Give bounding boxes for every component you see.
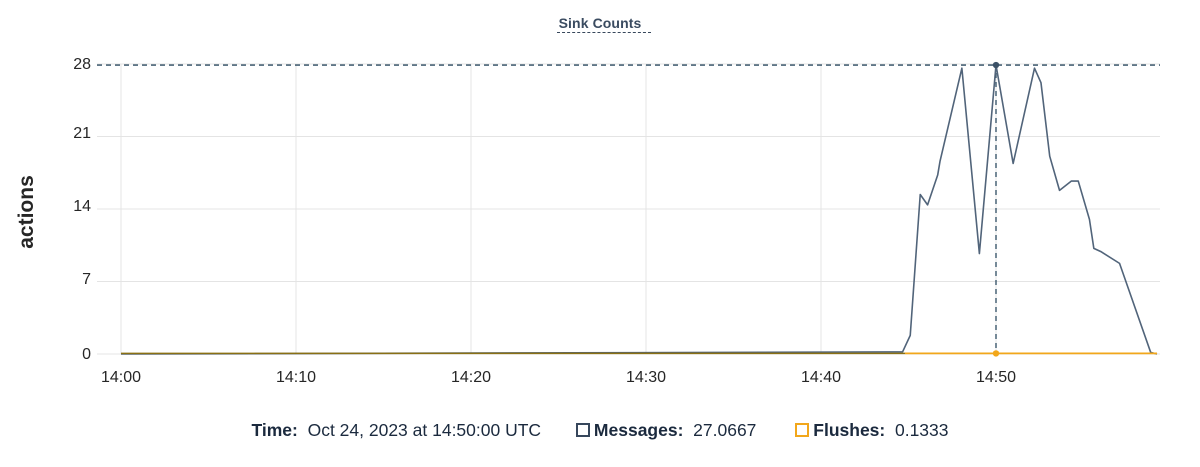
svg-text:14:00: 14:00 xyxy=(101,369,141,386)
svg-text:14:10: 14:10 xyxy=(276,369,316,386)
svg-text:14:20: 14:20 xyxy=(451,369,491,386)
svg-text:14:50: 14:50 xyxy=(976,369,1016,386)
svg-text:14:40: 14:40 xyxy=(801,369,841,386)
svg-text:0: 0 xyxy=(82,346,91,363)
svg-text:actions: actions xyxy=(15,175,38,249)
svg-text:21: 21 xyxy=(73,125,91,142)
svg-text:14: 14 xyxy=(73,198,91,215)
svg-text:28: 28 xyxy=(73,56,91,73)
svg-text:14:30: 14:30 xyxy=(626,369,666,386)
svg-text:7: 7 xyxy=(82,271,91,288)
